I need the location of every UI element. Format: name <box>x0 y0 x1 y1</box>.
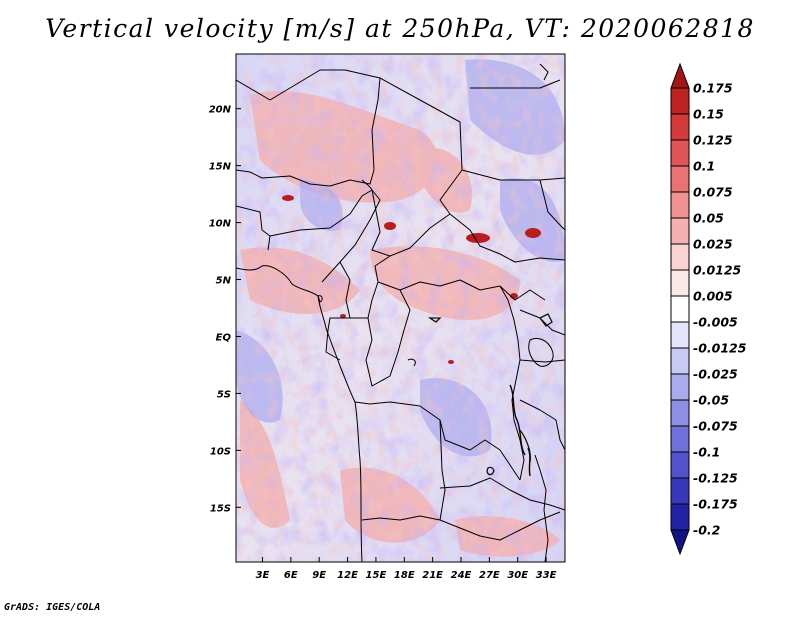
colorbar: 0.175 0.15 0.125 0.1 0.075 0.05 0.025 0.0125 0.0… <box>670 62 747 556</box>
colorbar-level-label: -0.0125 <box>693 341 747 356</box>
x-tick-label: 12E <box>337 570 358 581</box>
x-tick-label: 18E <box>394 570 415 581</box>
colorbar-level-label: 0.075 <box>693 185 733 200</box>
y-tick-label: 15S <box>210 503 231 514</box>
colorbar-level-label: -0.05 <box>693 393 729 408</box>
strong-updraft-spots <box>282 195 541 364</box>
colorbar-box <box>670 503 690 531</box>
colorbar-level-label: -0.175 <box>693 497 738 512</box>
y-tick-label: 10N <box>209 219 232 230</box>
colorbar-level-label: -0.1 <box>693 445 720 460</box>
colorbar-level-label: 0.125 <box>693 133 733 148</box>
y-tick-label: 10S <box>210 446 231 457</box>
colorbar-box <box>670 139 690 167</box>
colorbar-level-label: -0.005 <box>693 315 738 330</box>
y-tick-label: 20N <box>209 105 232 116</box>
colorbar-box <box>670 217 690 245</box>
colorbar-box <box>670 191 690 219</box>
y-tick-label: 5S <box>217 389 231 400</box>
colorbar-box <box>670 399 690 427</box>
colorbar-level-label: -0.2 <box>693 523 720 538</box>
colorbar-lower-extension <box>670 529 690 556</box>
x-tick-label: 30E <box>507 570 528 581</box>
colorbar-upper-extension <box>670 62 690 89</box>
colorbar-box <box>670 451 690 479</box>
y-tick-label: 5N <box>216 276 232 287</box>
x-tick-label: 6E <box>284 570 298 581</box>
x-tick-label: 3E <box>256 570 270 581</box>
x-tick-label: 33E <box>536 570 557 581</box>
country-borders <box>236 63 565 562</box>
colorbar-box <box>670 295 690 323</box>
colorbar-box <box>670 347 690 375</box>
vertical-velocity-field <box>236 54 565 562</box>
colorbar-box <box>670 269 690 297</box>
x-tick-label: 21E <box>422 570 443 581</box>
colorbar-level-label: 0.15 <box>693 107 724 122</box>
colorbar-box <box>670 477 690 505</box>
y-axis: 20N 15N 10N 5N EQ 5S 10S 15S <box>209 105 241 514</box>
colorbar-box <box>670 165 690 193</box>
colorbar-level-label: 0.025 <box>693 237 733 252</box>
y-tick-label: EQ <box>216 332 232 343</box>
colorbar-level-label: 0.175 <box>693 81 733 96</box>
colorbar-level-label: -0.025 <box>693 367 738 382</box>
x-tick-label: 27E <box>479 570 500 581</box>
plot-frame <box>235 53 566 563</box>
x-axis: 3E 6E 9E 12E 15E 18E 21E 24E 27E 30E 33E <box>256 557 557 581</box>
colorbar-box <box>670 87 690 115</box>
colorbar-level-label: -0.075 <box>693 419 738 434</box>
x-tick-label: 24E <box>451 570 472 581</box>
colorbar-box <box>670 321 690 349</box>
y-tick-label: 15N <box>209 162 232 173</box>
chart-title: Vertical velocity [m/s] at 250hPa, VT: 2… <box>45 14 755 43</box>
colorbar-level-label: 0.1 <box>693 159 715 174</box>
colorbar-level-label: -0.125 <box>693 471 738 486</box>
x-tick-label: 9E <box>312 570 326 581</box>
grads-credit: GrADS: IGES/COLA <box>4 602 101 613</box>
colorbar-level-label: 0.005 <box>693 289 733 304</box>
lake-outlines <box>427 313 553 476</box>
colorbar-level-label: 0.05 <box>693 211 724 226</box>
x-tick-label: 15E <box>366 570 387 581</box>
colorbar-box <box>670 113 690 141</box>
colorbar-box <box>670 373 690 401</box>
colorbar-box <box>670 243 690 271</box>
colorbar-level-label: 0.0125 <box>693 263 742 278</box>
colorbar-box <box>670 425 690 453</box>
